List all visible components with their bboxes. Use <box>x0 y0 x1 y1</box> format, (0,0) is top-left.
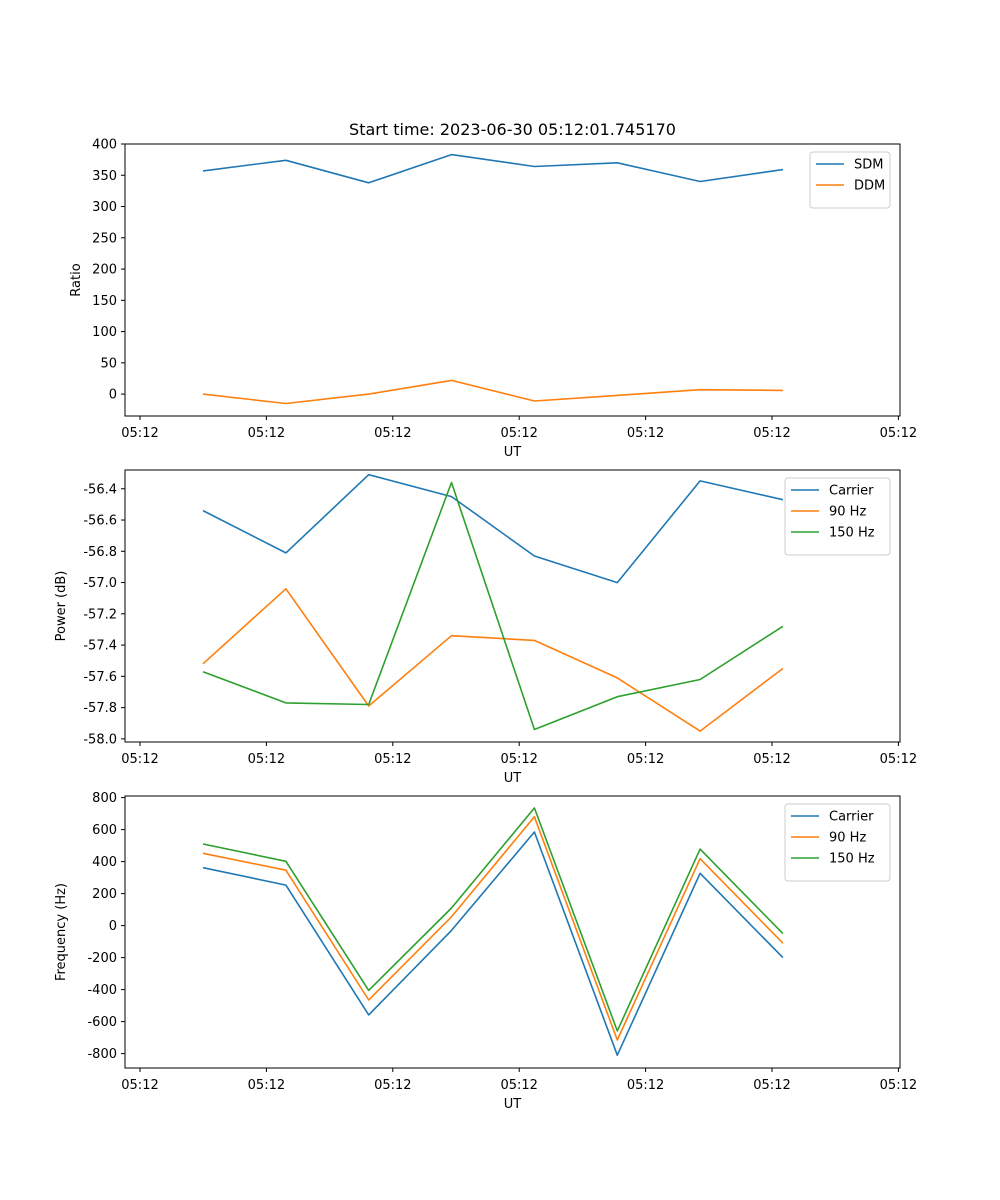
legend-label: Carrier <box>829 484 874 499</box>
y-tick-label: -57.6 <box>83 670 117 685</box>
y-tick-label: 400 <box>92 138 117 153</box>
y-tick-label: 50 <box>100 356 117 371</box>
y-axis-label: Power (dB) <box>54 571 69 642</box>
y-tick-label: -57.2 <box>83 607 117 622</box>
y-tick-label: 350 <box>92 169 117 184</box>
legend-box <box>784 803 891 882</box>
legend: SDM DDM <box>809 151 891 209</box>
x-tick-label: 05:12 <box>627 752 664 767</box>
y-tick-label: -58.0 <box>83 732 117 747</box>
x-axis-label: UT <box>504 771 522 786</box>
legend-label: DDM <box>854 179 885 194</box>
y-tick-label: -56.4 <box>83 482 117 497</box>
y-tick-label: -57.4 <box>83 639 117 654</box>
legend-box <box>809 151 891 209</box>
legend-label: Carrier <box>829 810 874 825</box>
y-tick-label: 400 <box>92 855 117 870</box>
y-tick-label: -57.8 <box>83 701 117 716</box>
x-tick-label: 05:12 <box>627 426 664 441</box>
x-tick-label: 05:12 <box>374 1078 411 1093</box>
legend-box <box>784 477 891 556</box>
y-tick-label: -600 <box>87 1015 117 1030</box>
x-tick-label: 05:12 <box>500 752 537 767</box>
plot-frame <box>124 795 901 1069</box>
x-tick-label: 05:12 <box>500 426 537 441</box>
y-tick-label: 600 <box>92 823 117 838</box>
x-tick-label: 05:12 <box>374 752 411 767</box>
x-tick-label: 05:12 <box>248 1078 285 1093</box>
legend-label: 150 Hz <box>829 852 875 867</box>
y-tick-label: -800 <box>87 1047 117 1062</box>
y-tick-label: 0 <box>109 919 117 934</box>
legend: Carrier 90 Hz 150 Hz <box>784 477 891 556</box>
x-tick-label: 05:12 <box>880 1078 917 1093</box>
x-tick-label: 05:12 <box>500 1078 537 1093</box>
y-tick-label: -56.6 <box>83 514 117 529</box>
x-tick-label: 05:12 <box>248 426 285 441</box>
series-line-sdm <box>202 153 784 184</box>
y-axis-label: Ratio <box>69 263 84 296</box>
y-tick-label: 100 <box>92 325 117 340</box>
series-line-carrier <box>202 831 784 1056</box>
x-tick-label: 05:12 <box>880 752 917 767</box>
subplot-1: Start time: 2023-06-30 05:12:01.74517005… <box>69 120 917 460</box>
y-tick-label: -57.0 <box>83 576 117 591</box>
series-line-150-hz <box>202 481 784 731</box>
series-line-90-hz <box>202 815 784 1041</box>
series-line-90-hz <box>202 587 784 732</box>
chart-title: Start time: 2023-06-30 05:12:01.745170 <box>349 120 676 139</box>
legend-label: 150 Hz <box>829 526 875 541</box>
y-tick-label: -200 <box>87 951 117 966</box>
plot-frame <box>124 143 901 417</box>
y-tick-label: 200 <box>92 263 117 278</box>
x-tick-label: 05:12 <box>880 426 917 441</box>
series-line-ddm <box>202 379 783 405</box>
y-axis-label: Frequency (Hz) <box>54 883 69 981</box>
x-axis-label: UT <box>504 445 522 460</box>
legend: Carrier 90 Hz 150 Hz <box>784 803 891 882</box>
x-tick-label: 05:12 <box>753 752 790 767</box>
subplot-3: 05:1205:1205:1205:1205:1205:1205:1205:13… <box>54 791 917 1112</box>
x-tick-label: 05:12 <box>121 752 158 767</box>
series-line-carrier <box>202 473 784 584</box>
x-tick-label: 05:12 <box>753 1078 790 1093</box>
legend-label: 90 Hz <box>829 831 866 846</box>
y-tick-label: -400 <box>87 983 117 998</box>
x-tick-label: 05:12 <box>248 752 285 767</box>
x-tick-label: 05:12 <box>374 426 411 441</box>
x-tick-label: 05:12 <box>627 1078 664 1093</box>
y-tick-label: 200 <box>92 887 117 902</box>
legend-label: SDM <box>854 158 883 173</box>
y-tick-label: 300 <box>92 200 117 215</box>
x-tick-label: 05:12 <box>753 426 790 441</box>
plot-frame <box>124 469 901 743</box>
y-tick-label: 0 <box>109 388 117 403</box>
series-line-150-hz <box>202 807 784 1032</box>
x-tick-label: 05:12 <box>121 1078 158 1093</box>
y-tick-label: 250 <box>92 231 117 246</box>
x-tick-label: 05:12 <box>121 426 158 441</box>
x-axis-label: UT <box>504 1097 522 1112</box>
y-tick-label: 150 <box>92 294 117 309</box>
legend-label: 90 Hz <box>829 505 866 520</box>
subplot-2: 05:1205:1205:1205:1205:1205:1205:1205:13… <box>54 469 917 786</box>
y-tick-label: 800 <box>92 791 117 806</box>
y-tick-label: -56.8 <box>83 545 117 560</box>
